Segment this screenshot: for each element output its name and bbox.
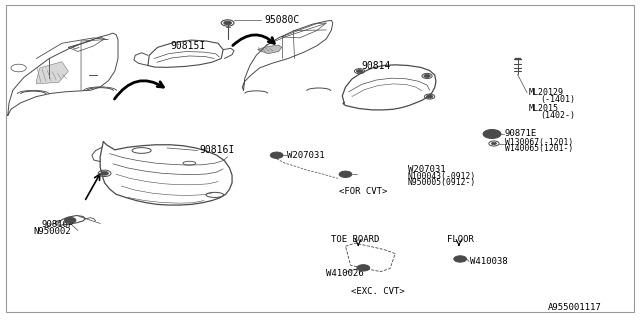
Text: 90816P: 90816P <box>42 220 74 228</box>
Circle shape <box>456 257 464 261</box>
Circle shape <box>426 95 433 98</box>
Text: ML20129: ML20129 <box>529 88 564 97</box>
Circle shape <box>339 171 352 178</box>
Circle shape <box>342 172 349 176</box>
Text: <FOR CVT>: <FOR CVT> <box>339 187 387 196</box>
Text: W130067(-1201): W130067(-1201) <box>505 138 573 147</box>
Text: <EXC. CVT>: <EXC. CVT> <box>351 287 404 296</box>
Text: (1402-): (1402-) <box>540 111 575 120</box>
Text: FLOOR: FLOOR <box>447 235 474 244</box>
Text: 95080C: 95080C <box>264 15 299 25</box>
Text: W207031: W207031 <box>408 165 445 174</box>
Circle shape <box>270 152 283 158</box>
Text: 90871E: 90871E <box>505 130 537 139</box>
Text: W410026: W410026 <box>326 269 364 278</box>
Text: N100043(-0912): N100043(-0912) <box>408 172 476 181</box>
Circle shape <box>492 142 497 145</box>
Text: 90816I: 90816I <box>199 146 234 156</box>
Text: N950002: N950002 <box>33 227 71 236</box>
Circle shape <box>360 266 367 270</box>
Text: W207031: W207031 <box>287 151 324 160</box>
Circle shape <box>67 219 74 222</box>
Circle shape <box>273 153 280 157</box>
Circle shape <box>100 172 108 175</box>
Text: TOE BOARD: TOE BOARD <box>332 235 380 244</box>
Circle shape <box>65 217 76 223</box>
Text: A955001117: A955001117 <box>548 303 602 312</box>
Circle shape <box>483 130 501 139</box>
Text: W410038: W410038 <box>470 257 508 266</box>
Text: ML2015: ML2015 <box>529 104 559 113</box>
Circle shape <box>424 74 430 77</box>
Text: N950005(0912-): N950005(0912-) <box>408 178 476 187</box>
Text: (-1401): (-1401) <box>540 95 575 104</box>
Circle shape <box>454 256 467 262</box>
Text: W140065(1201-): W140065(1201-) <box>505 144 573 153</box>
Circle shape <box>356 69 363 73</box>
Text: 90815I: 90815I <box>170 41 205 52</box>
Circle shape <box>486 131 499 137</box>
Polygon shape <box>257 45 282 54</box>
Polygon shape <box>36 62 68 84</box>
Circle shape <box>357 265 370 271</box>
Circle shape <box>224 21 232 25</box>
Text: 90814: 90814 <box>362 61 391 71</box>
